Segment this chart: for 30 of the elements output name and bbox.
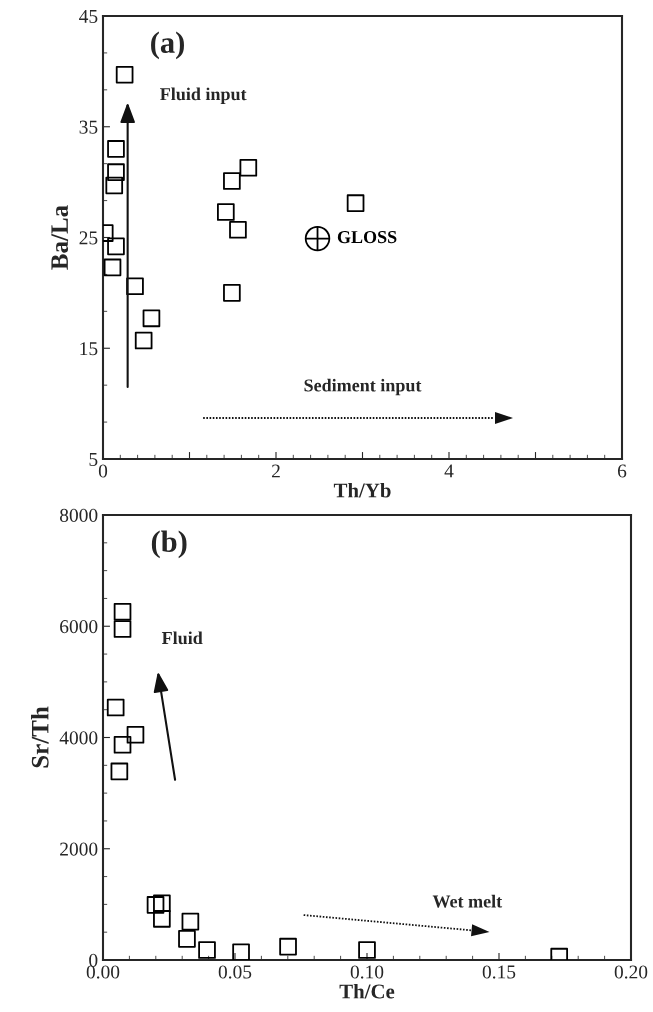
y-tick-label: 45: [79, 9, 98, 23]
y-tick-label: 6000: [60, 620, 98, 634]
x-tick-label: 0.20: [614, 965, 648, 979]
x-tick-label: 4: [444, 464, 454, 478]
y-axis-title: Sr/Th: [31, 706, 49, 768]
x-tick-label: 0.15: [482, 965, 516, 979]
x-tick-label: 0.10: [350, 965, 384, 979]
x-tick-label: 0.00: [86, 965, 120, 979]
chart-title: (b): [151, 530, 187, 559]
x-axis-title: Th/Ce: [339, 983, 395, 999]
x-tick-label: 0: [98, 464, 108, 478]
annotation: Fluid: [161, 631, 203, 645]
y-tick-label: 0: [89, 953, 98, 967]
annotation: Sediment input: [304, 378, 422, 396]
y-tick-label: 25: [79, 231, 98, 245]
y-tick-label: 5: [89, 453, 98, 466]
x-tick-label: 0.05: [218, 965, 252, 979]
chart-title: (a): [151, 31, 184, 60]
x-axis-title: Th/Yb: [333, 482, 391, 498]
annotation: Wet melt: [432, 894, 503, 908]
y-tick-label: 15: [80, 342, 98, 356]
annotation: Fluid input: [160, 87, 247, 104]
y-tick-label: 2000: [60, 842, 98, 856]
x-tick-label: 6: [617, 464, 627, 478]
y-tick-label: 4000: [59, 731, 98, 745]
y-axis-title: Ba/La: [51, 205, 69, 270]
x-tick-label: 2: [271, 464, 280, 478]
y-tick-label: 35: [79, 120, 98, 134]
legend-label: GLOSS: [337, 230, 397, 244]
y-tick-label: 8000: [59, 508, 98, 522]
